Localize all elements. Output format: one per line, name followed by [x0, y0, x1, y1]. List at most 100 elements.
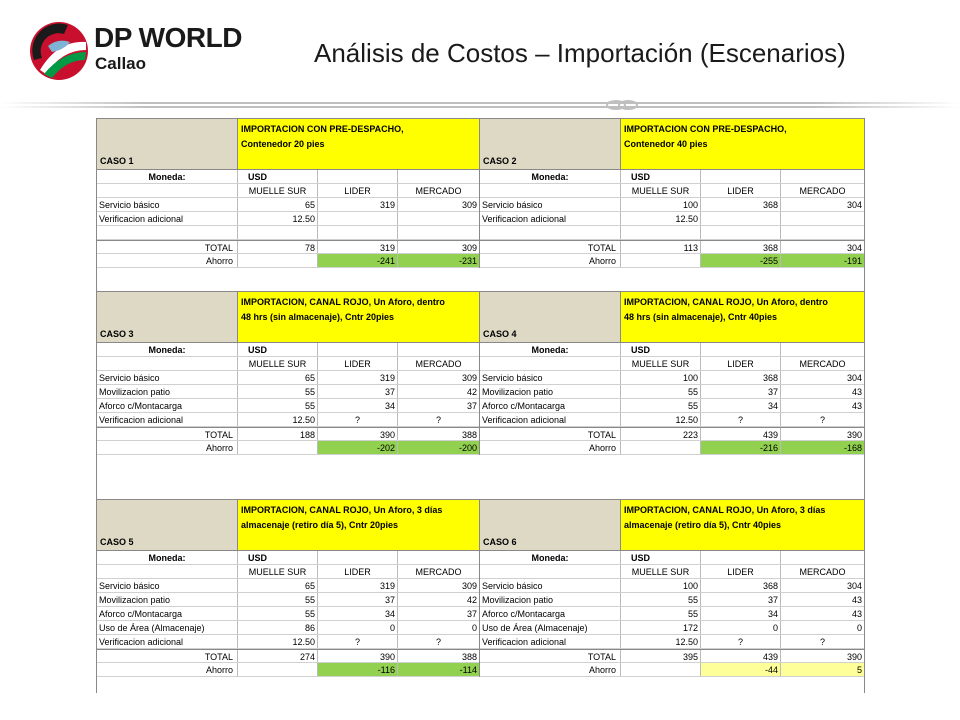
currency-value: USD — [621, 170, 701, 183]
case-description: IMPORTACION, CANAL ROJO, Un Aforo, dentr… — [621, 292, 864, 342]
column-header-row: MUELLE SUR LIDER MERCADO — [97, 357, 479, 371]
cell-lider: 368 — [701, 579, 781, 592]
currency-row: Moneda: USD — [97, 343, 479, 357]
currency-value: USD — [238, 343, 318, 356]
cell-lider: ? — [701, 635, 781, 648]
col-lider: LIDER — [701, 565, 781, 578]
ahorro-lider: -216 — [701, 441, 781, 454]
case-description-line2: 48 hrs (sin almacenaje), Cntr 20pies — [241, 312, 395, 322]
column-header-row: MUELLE SUR LIDER MERCADO — [480, 357, 864, 371]
cell-muelle-sur: 172 — [621, 621, 701, 634]
cell-muelle-sur: 55 — [238, 593, 318, 606]
total-mercado: 390 — [846, 430, 862, 440]
case-description-line1: IMPORTACION CON PRE-DESPACHO, — [624, 124, 787, 134]
total-label: TOTAL — [97, 650, 238, 662]
ahorro-label: Ahorro — [480, 663, 621, 676]
column-header-row: MUELLE SUR LIDER MERCADO — [97, 184, 479, 198]
row-label: Verificacion adicional — [97, 413, 238, 426]
case-description-line2: Contenedor 20 pies — [241, 139, 325, 149]
logo-wordmark: DP WORLD — [94, 22, 242, 53]
ahorro-row: Ahorro -116 -114 — [97, 663, 479, 677]
row-label: Uso de Área (Almacenaje) — [480, 621, 621, 634]
cell-mercado: 309 — [461, 200, 477, 210]
cell-lider — [701, 212, 781, 225]
currency-row: Moneda: USD — [480, 343, 864, 357]
total-lider: 319 — [318, 241, 398, 253]
cell-lider: 34 — [318, 607, 398, 620]
ahorro-label: Ahorro — [480, 441, 621, 454]
dp-world-logo: DP WORLD Callao — [28, 20, 242, 82]
table-row: Verificacion adicional 12.50 — [97, 212, 479, 226]
total-label: TOTAL — [480, 241, 621, 253]
currency-label: Moneda: — [97, 170, 238, 183]
col-muelle-sur: MUELLE SUR — [621, 357, 701, 370]
case-panel-2: CASO 2 IMPORTACION CON PRE-DESPACHO, Con… — [480, 119, 864, 268]
row-label: Movilizacion patio — [480, 385, 621, 398]
case-panel-3: CASO 3 IMPORTACION, CANAL ROJO, Un Aforo… — [97, 291, 480, 455]
cell-muelle-sur: 12.50 — [238, 635, 318, 648]
table-row: Movilizacion patio 55 37 42 — [97, 593, 479, 607]
cell-lider: 37 — [701, 593, 781, 606]
row-label: Movilizacion patio — [480, 593, 621, 606]
cell-muelle-sur: 100 — [621, 198, 701, 211]
case-description-line1: IMPORTACION, CANAL ROJO, Un Aforo, 3 día… — [624, 505, 826, 515]
logo-subtitle: Callao — [95, 54, 147, 73]
cell-lider: 0 — [318, 621, 398, 634]
case-description: IMPORTACION, CANAL ROJO, Un Aforo, 3 día… — [621, 500, 864, 550]
row-label: Servicio básico — [97, 579, 238, 592]
table-row: Servicio básico 65 319 309 — [97, 371, 479, 385]
col-mercado: MERCADO — [799, 186, 846, 196]
currency-label: Moneda: — [480, 343, 621, 356]
case-label: CASO 4 — [480, 292, 621, 342]
table-row: Movilizacion patio 55 37 42 — [97, 385, 479, 399]
case-label: CASO 2 — [480, 119, 621, 169]
cases-block-1: CASO 1 IMPORTACION CON PRE-DESPACHO, Con… — [97, 119, 864, 268]
col-muelle-sur: MUELLE SUR — [238, 565, 318, 578]
table-row: Verificacion adicional 12.50 ? ? — [97, 413, 479, 427]
table-row: Aforco c/Montacarga 55 34 37 — [97, 399, 479, 413]
case-label: CASO 3 — [97, 292, 238, 342]
ahorro-lider: -202 — [318, 441, 398, 454]
cell-lider: ? — [701, 413, 781, 426]
cell-muelle-sur: 55 — [238, 607, 318, 620]
table-row: Movilizacion patio 55 37 43 — [480, 593, 864, 607]
ahorro-lider: -255 — [701, 254, 781, 267]
table-row: Servicio básico 65 319 309 — [97, 579, 479, 593]
case-label: CASO 5 — [97, 500, 238, 550]
col-lider: LIDER — [318, 357, 398, 370]
col-mercado: MERCADO — [415, 186, 462, 196]
table-row: Uso de Área (Almacenaje) 86 0 0 — [97, 621, 479, 635]
cell-mercado: 0 — [471, 623, 477, 633]
total-muelle-sur: 395 — [621, 650, 701, 662]
total-mercado: 390 — [846, 652, 862, 662]
col-mercado: MERCADO — [415, 359, 462, 369]
total-label: TOTAL — [480, 650, 621, 662]
currency-row: Moneda: USD — [97, 170, 479, 184]
col-muelle-sur: MUELLE SUR — [621, 184, 701, 197]
cell-muelle-sur: 65 — [238, 198, 318, 211]
cell-mercado: 42 — [466, 387, 477, 397]
case-description-line2: 48 hrs (sin almacenaje), Cntr 40pies — [624, 312, 778, 322]
cell-lider: ? — [318, 635, 398, 648]
row-label: Servicio básico — [480, 371, 621, 384]
case-description: IMPORTACION, CANAL ROJO, Un Aforo, 3 día… — [238, 500, 479, 550]
case-description-line2: almacenaje (retiro día 5), Cntr 20pies — [241, 520, 399, 530]
currency-value: USD — [621, 343, 701, 356]
cell-mercado: 309 — [461, 581, 477, 591]
col-mercado: MERCADO — [799, 359, 846, 369]
table-row: Movilizacion patio 55 37 43 — [480, 385, 864, 399]
cell-mercado: 37 — [466, 609, 477, 619]
currency-value: USD — [238, 551, 318, 564]
col-mercado: MERCADO — [799, 567, 846, 577]
cell-mercado: ? — [435, 415, 441, 425]
currency-value: USD — [621, 551, 701, 564]
cell-mercado: ? — [819, 637, 825, 647]
cell-lider: 368 — [701, 198, 781, 211]
cell-lider: 0 — [701, 621, 781, 634]
total-row: TOTAL 223 439 390 — [480, 427, 864, 441]
table-row: Aforco c/Montacarga 55 34 37 — [97, 607, 479, 621]
cell-mercado: ? — [819, 415, 825, 425]
cell-lider: 34 — [318, 399, 398, 412]
ahorro-mercado: -200 — [398, 441, 479, 454]
table-row: Servicio básico 100 368 304 — [480, 371, 864, 385]
